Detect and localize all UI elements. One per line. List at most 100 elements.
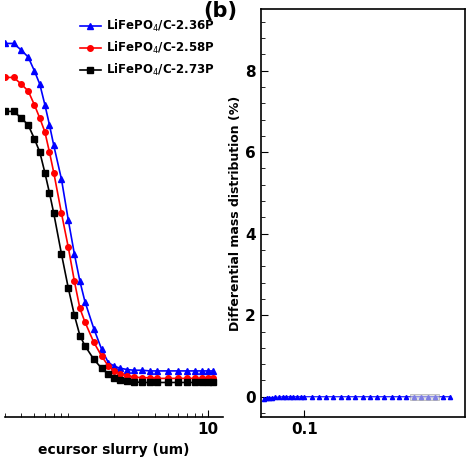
Text: (b): (b) (204, 1, 237, 21)
Line: LiFePO$_4$/C-2.73P: LiFePO$_4$/C-2.73P (2, 109, 216, 385)
LiFePO$_4$/C-2.58P (65, 245, 71, 250)
LiFePO$_4$/C-2.36P (117, 365, 123, 371)
LiFePO$_4$/C-2.73P (46, 190, 52, 196)
LiFePO$_4$/C-2.36P (18, 47, 24, 53)
LiFePO$_4$/C-2.36P (99, 346, 104, 352)
LiFePO$_4$/C-2.73P (99, 365, 104, 371)
Bar (410, 394, 439, 400)
LiFePO$_4$/C-2.58P (164, 375, 170, 381)
X-axis label: ecursor slurry (um): ecursor slurry (um) (38, 443, 190, 456)
LiFePO$_4$/C-2.73P (164, 380, 170, 385)
LiFePO$_4$/C-2.36P (164, 368, 170, 374)
LiFePO$_4$/C-2.73P (72, 312, 77, 318)
LiFePO$_4$/C-2.36P (25, 54, 31, 60)
LiFePO$_4$/C-2.73P (155, 380, 160, 385)
LiFePO$_4$/C-2.36P (175, 368, 181, 374)
LiFePO$_4$/C-2.58P (51, 170, 56, 175)
LiFePO$_4$/C-2.73P (192, 380, 198, 385)
LiFePO$_4$/C-2.36P (139, 367, 145, 373)
LiFePO$_4$/C-2.73P (65, 285, 71, 291)
LiFePO$_4$/C-2.58P (46, 149, 52, 155)
LiFePO$_4$/C-2.73P (210, 380, 216, 385)
LiFePO$_4$/C-2.58P (192, 375, 198, 381)
LiFePO$_4$/C-2.36P (131, 367, 137, 373)
LiFePO$_4$/C-2.58P (77, 306, 83, 311)
LiFePO$_4$/C-2.73P (91, 356, 97, 362)
LiFePO$_4$/C-2.58P (82, 319, 88, 325)
LiFePO$_4$/C-2.73P (37, 149, 43, 155)
LiFePO$_4$/C-2.36P (2, 41, 8, 46)
LiFePO$_4$/C-2.36P (11, 41, 17, 46)
LiFePO$_4$/C-2.36P (147, 368, 153, 374)
LiFePO$_4$/C-2.58P (91, 339, 97, 345)
LiFePO$_4$/C-2.73P (205, 380, 210, 385)
LiFePO$_4$/C-2.73P (139, 380, 145, 385)
LiFePO$_4$/C-2.73P (199, 380, 204, 385)
LiFePO$_4$/C-2.58P (18, 82, 24, 87)
LiFePO$_4$/C-2.36P (205, 368, 210, 374)
LiFePO$_4$/C-2.73P (106, 372, 111, 377)
LiFePO$_4$/C-2.58P (184, 375, 190, 381)
Y-axis label: Differential mass distribution (%): Differential mass distribution (%) (229, 96, 242, 331)
LiFePO$_4$/C-2.58P (199, 375, 204, 381)
LiFePO$_4$/C-2.73P (147, 380, 153, 385)
LiFePO$_4$/C-2.58P (131, 374, 137, 380)
LiFePO$_4$/C-2.58P (59, 210, 64, 216)
LiFePO$_4$/C-2.58P (139, 375, 145, 381)
LiFePO$_4$/C-2.36P (91, 326, 97, 332)
LiFePO$_4$/C-2.36P (31, 68, 37, 73)
LiFePO$_4$/C-2.58P (117, 371, 123, 376)
LiFePO$_4$/C-2.73P (2, 109, 8, 114)
Line: LiFePO$_4$/C-2.36P: LiFePO$_4$/C-2.36P (2, 41, 216, 374)
LiFePO$_4$/C-2.36P (77, 278, 83, 284)
LiFePO$_4$/C-2.73P (125, 378, 130, 384)
LiFePO$_4$/C-2.58P (205, 375, 210, 381)
LiFePO$_4$/C-2.58P (11, 74, 17, 80)
LiFePO$_4$/C-2.73P (77, 333, 83, 338)
LiFePO$_4$/C-2.58P (25, 88, 31, 94)
LiFePO$_4$/C-2.73P (59, 251, 64, 257)
LiFePO$_4$/C-2.73P (117, 377, 123, 383)
LiFePO$_4$/C-2.36P (51, 143, 56, 148)
LiFePO$_4$/C-2.36P (65, 217, 71, 223)
LiFePO$_4$/C-2.73P (11, 109, 17, 114)
LiFePO$_4$/C-2.73P (42, 170, 48, 175)
LiFePO$_4$/C-2.58P (37, 115, 43, 121)
LiFePO$_4$/C-2.73P (25, 122, 31, 128)
LiFePO$_4$/C-2.58P (112, 368, 118, 374)
LiFePO$_4$/C-2.73P (18, 115, 24, 121)
LiFePO$_4$/C-2.73P (82, 343, 88, 349)
LiFePO$_4$/C-2.58P (99, 353, 104, 359)
LiFePO$_4$/C-2.73P (184, 380, 190, 385)
LiFePO$_4$/C-2.36P (210, 368, 216, 374)
LiFePO$_4$/C-2.36P (106, 360, 111, 365)
LiFePO$_4$/C-2.58P (147, 375, 153, 381)
LiFePO$_4$/C-2.36P (192, 368, 198, 374)
LiFePO$_4$/C-2.36P (46, 122, 52, 128)
LiFePO$_4$/C-2.58P (31, 102, 37, 108)
LiFePO$_4$/C-2.73P (31, 136, 37, 141)
LiFePO$_4$/C-2.73P (131, 379, 137, 384)
Line: LiFePO$_4$/C-2.58P: LiFePO$_4$/C-2.58P (2, 74, 216, 381)
LiFePO$_4$/C-2.36P (199, 368, 204, 374)
Legend: LiFePO$_4$/C-2.36P, LiFePO$_4$/C-2.58P, LiFePO$_4$/C-2.73P: LiFePO$_4$/C-2.36P, LiFePO$_4$/C-2.58P, … (77, 15, 217, 80)
LiFePO$_4$/C-2.36P (184, 368, 190, 374)
LiFePO$_4$/C-2.36P (72, 251, 77, 257)
LiFePO$_4$/C-2.36P (112, 363, 118, 369)
LiFePO$_4$/C-2.58P (175, 375, 181, 381)
LiFePO$_4$/C-2.58P (125, 373, 130, 379)
LiFePO$_4$/C-2.36P (59, 176, 64, 182)
LiFePO$_4$/C-2.58P (106, 363, 111, 369)
LiFePO$_4$/C-2.36P (82, 299, 88, 304)
LiFePO$_4$/C-2.58P (2, 74, 8, 80)
LiFePO$_4$/C-2.73P (175, 380, 181, 385)
LiFePO$_4$/C-2.73P (112, 375, 118, 381)
LiFePO$_4$/C-2.36P (42, 102, 48, 108)
LiFePO$_4$/C-2.36P (125, 367, 130, 373)
LiFePO$_4$/C-2.36P (37, 82, 43, 87)
LiFePO$_4$/C-2.58P (42, 129, 48, 135)
LiFePO$_4$/C-2.36P (155, 368, 160, 374)
LiFePO$_4$/C-2.58P (155, 375, 160, 381)
LiFePO$_4$/C-2.58P (210, 375, 216, 381)
LiFePO$_4$/C-2.73P (51, 210, 56, 216)
